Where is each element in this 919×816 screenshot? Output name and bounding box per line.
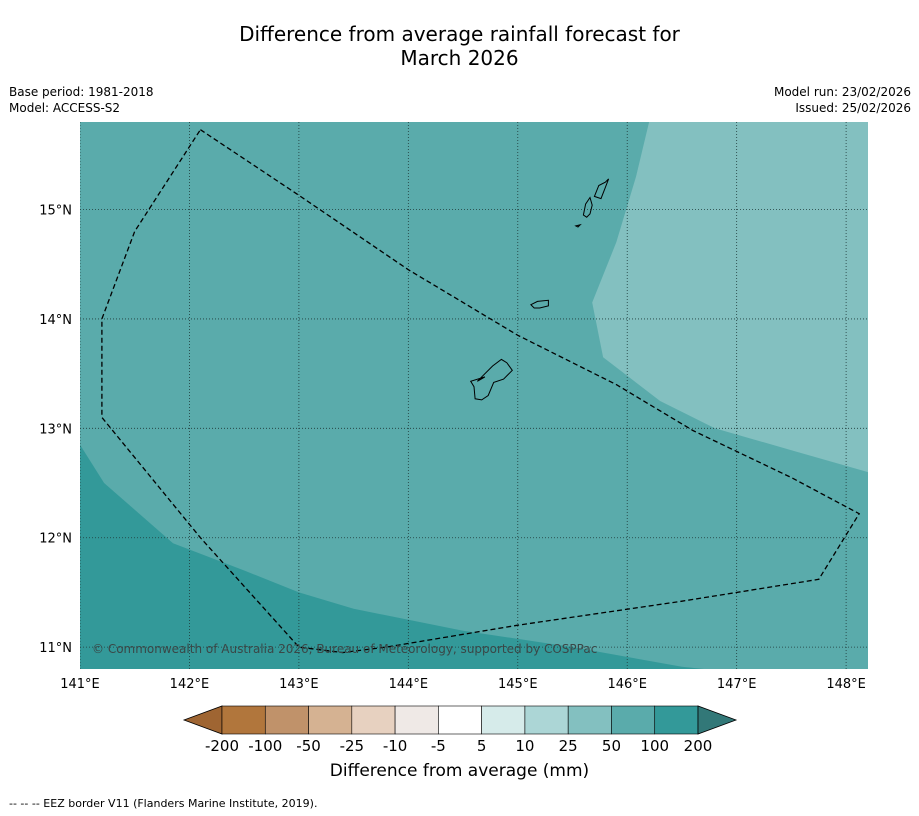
colorbar-tick-label: 200 bbox=[684, 737, 713, 755]
colorbar-swatch bbox=[221, 705, 266, 735]
colorbar-tick-label: 50 bbox=[602, 737, 621, 755]
colorbar-swatch bbox=[308, 705, 353, 735]
title-line-1: Difference from average rainfall forecas… bbox=[239, 22, 680, 46]
lat-tick-label: 12°N bbox=[39, 532, 72, 547]
lon-tick-label: 148°E bbox=[826, 677, 866, 692]
island-rota bbox=[530, 299, 549, 309]
region-100-200 bbox=[80, 444, 704, 669]
lon-tick-label: 146°E bbox=[607, 677, 647, 692]
lat-tick-label: 14°N bbox=[39, 313, 72, 328]
model-run: Model run: 23/02/2026 bbox=[773, 85, 911, 99]
colorbar-swatch bbox=[654, 705, 699, 735]
colorbar-tick-label: 25 bbox=[559, 737, 578, 755]
meta-left: Base period: 1981-2018 Model: ACCESS-S2 bbox=[9, 84, 154, 116]
colorbar-swatch bbox=[611, 705, 656, 735]
colorbar-tick-label: -50 bbox=[296, 737, 321, 755]
lat-tick-label: 13°N bbox=[39, 422, 72, 437]
island-aguijan bbox=[574, 223, 582, 228]
eez-border bbox=[101, 129, 861, 654]
colorbar-swatch bbox=[394, 705, 439, 735]
issued-date: Issued: 25/02/2026 bbox=[795, 101, 911, 115]
colorbar-swatch bbox=[351, 705, 396, 735]
map-layer bbox=[80, 122, 868, 669]
colorbar-tick-label: 100 bbox=[640, 737, 669, 755]
copyright-text: © Commonwealth of Australia 2026, Bureau… bbox=[92, 642, 597, 656]
colorbar-tick-label: 5 bbox=[477, 737, 487, 755]
colorbar-tick-label: -100 bbox=[248, 737, 282, 755]
colorbar: -200 -100 -50 -25 -10 -5 5 10 25 50 100 200 bbox=[182, 705, 738, 755]
lon-tick-label: 145°E bbox=[498, 677, 538, 692]
lon-tick-label: 144°E bbox=[389, 677, 429, 692]
island-saipan bbox=[593, 178, 610, 200]
lon-tick-label: 147°E bbox=[717, 677, 757, 692]
title-line-2: March 2026 bbox=[400, 46, 519, 70]
lon-tick-label: 143°E bbox=[279, 677, 319, 692]
colorbar-swatch bbox=[567, 705, 612, 735]
axis-layer: 141°E 142°E 143°E 144°E 145°E 146°E 147°E 148°E… bbox=[39, 204, 866, 692]
model-name: Model: ACCESS-S2 bbox=[9, 101, 121, 115]
chart-title: Difference from average rainfall forecas… bbox=[0, 22, 919, 70]
colorbar-tick-label: -200 bbox=[205, 737, 239, 755]
colorbar-swatch bbox=[524, 705, 569, 735]
colorbar-tick-label: -25 bbox=[340, 737, 365, 755]
colorbar-tick-label: -5 bbox=[431, 737, 446, 755]
colorbar-tick-label: -10 bbox=[383, 737, 408, 755]
colorbar-tick-label: 10 bbox=[515, 737, 534, 755]
colorbar-swatch bbox=[481, 705, 526, 735]
lon-tick-label: 141°E bbox=[60, 677, 100, 692]
island-tinian bbox=[582, 196, 593, 218]
colorbar-arrow-low bbox=[182, 705, 223, 735]
lat-tick-label: 11°N bbox=[39, 641, 72, 656]
base-period: Base period: 1981-2018 bbox=[9, 85, 154, 99]
island-guam bbox=[469, 358, 513, 401]
lat-tick-label: 15°N bbox=[39, 204, 72, 219]
colorbar-label: Difference from average (mm) bbox=[329, 761, 590, 781]
meta-right: Model run: 23/02/2026 Issued: 25/02/2026 bbox=[774, 84, 911, 116]
region-25-50 bbox=[592, 122, 868, 473]
eez-footnote: -- -- -- EEZ border V11 (Flanders Marine… bbox=[9, 797, 318, 810]
colorbar-swatch bbox=[264, 705, 309, 735]
colorbar-swatch bbox=[438, 705, 482, 735]
lon-tick-label: 142°E bbox=[170, 677, 210, 692]
colorbar-arrow-high bbox=[697, 705, 738, 735]
